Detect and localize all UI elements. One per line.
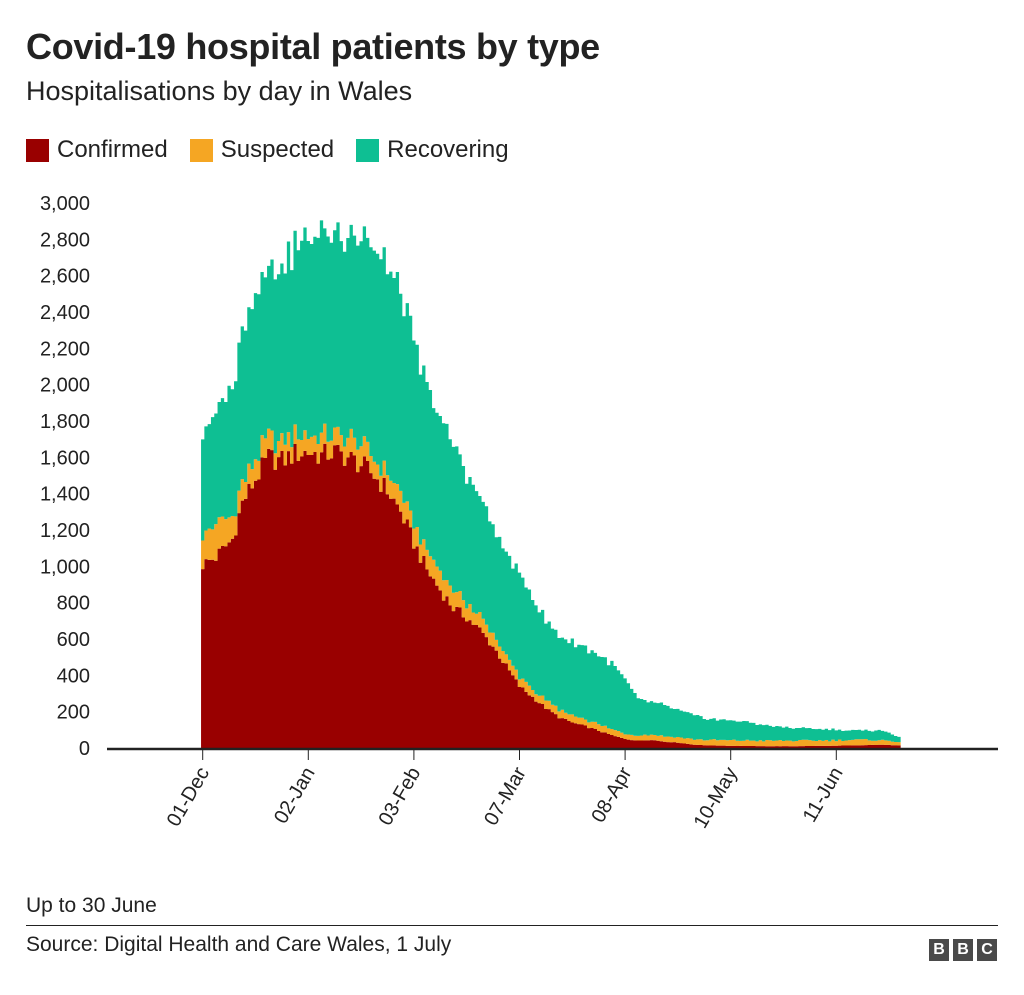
legend-label-suspected: Suspected [220, 136, 335, 163]
x-tick-label: 02-Jan [270, 764, 320, 828]
area-series-confirmed [201, 443, 901, 748]
x-tick-label: 07-Mar [480, 763, 531, 829]
y-tick-label: 600 [57, 629, 90, 651]
footer-divider [26, 925, 998, 926]
x-tick-label: 01-Dec [163, 764, 214, 831]
y-tick-label: 2,600 [40, 266, 90, 288]
y-tick-label: 2,800 [40, 229, 90, 251]
bbc-logo-letter: C [977, 939, 997, 961]
y-tick-label: 2,400 [40, 302, 90, 324]
legend-item-confirmed: Confirmed [26, 136, 168, 164]
x-tick-label: 03-Feb [374, 764, 425, 830]
chart-title: Covid-19 hospital patients by type [26, 26, 600, 67]
y-tick-label: 200 [57, 702, 90, 724]
x-tick-label: 11-Jun [799, 764, 848, 827]
legend-swatch-recovering [356, 138, 380, 162]
bbc-logo-letter: B [953, 939, 973, 961]
x-tick-label: 08-Apr [587, 763, 636, 826]
x-tick-label: 10-May [690, 764, 742, 833]
y-tick-label: 1,600 [40, 447, 90, 469]
y-tick-label: 1,400 [40, 484, 90, 506]
chart-legend: Confirmed Suspected Recovering [26, 136, 531, 164]
legend-item-suspected: Suspected [189, 136, 335, 164]
footnote: Up to 30 June [26, 894, 157, 917]
stacked-area-chart: 0 200 400 600 800 1,000 1,200 1,400 1,600 1,800 2,… [40, 193, 998, 833]
y-tick-label: 3,000 [40, 193, 90, 215]
y-tick-label: 2,200 [40, 338, 90, 360]
bbc-logo: B B C [929, 939, 997, 961]
area-series-recovering [201, 220, 901, 743]
source-note: Source: Digital Health and Care Wales, 1… [26, 933, 452, 956]
y-tick-label: 1,800 [40, 411, 90, 433]
y-tick-label: 1,000 [40, 556, 90, 578]
legend-swatch-suspected [189, 138, 213, 162]
y-tick-label: 0 [79, 738, 90, 760]
chart-subtitle: Hospitalisations by day in Wales [26, 76, 413, 106]
legend-swatch-confirmed [26, 138, 49, 162]
bbc-logo-letter: B [929, 939, 949, 961]
y-tick-label: 800 [57, 593, 90, 615]
y-tick-label: 2,000 [40, 375, 90, 397]
y-tick-label: 400 [57, 665, 90, 687]
y-tick-label: 1,200 [40, 520, 90, 542]
legend-label-confirmed: Confirmed [57, 136, 168, 163]
legend-item-recovering: Recovering [356, 136, 509, 164]
legend-label-recovering: Recovering [387, 136, 509, 163]
